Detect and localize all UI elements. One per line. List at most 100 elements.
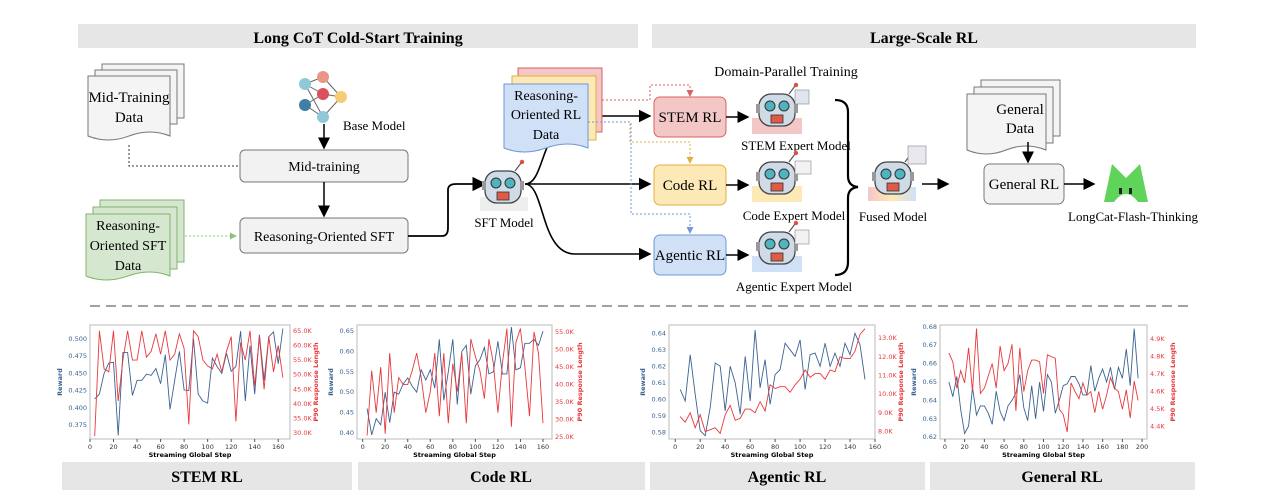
x-tick-label: 140 — [844, 443, 856, 451]
chart-1: 0 20 40 60 80 100 120 140 160 0.40 0.45 0.50 0.55 0.6… — [327, 324, 584, 459]
rl-data-doc — [503, 67, 603, 153]
general-data-label-2: Data — [1006, 121, 1035, 137]
x-tick-label: 0 — [88, 443, 92, 451]
chart-3: 0 20 40 60 80 100 120 140 160 180 200 0.62 0.63 0.64 0… — [910, 323, 1177, 459]
y2-tick-label: 8.0K — [878, 428, 893, 436]
neural-network-icon — [299, 71, 347, 123]
panel-label-general: General RL — [1021, 469, 1102, 486]
y-tick-label: 0.66 — [923, 360, 937, 368]
x-tick-label: 100 — [469, 443, 481, 451]
mid-training-label: Mid-training — [288, 160, 360, 175]
x-tick-label: 160 — [537, 443, 549, 451]
reward-line — [948, 328, 1139, 435]
x-tick-label: 120 — [225, 443, 237, 451]
y-tick-label: 0.64 — [923, 396, 937, 404]
y2-tick-label: 11.0K — [878, 371, 897, 379]
rl-data-label-3: Data — [533, 128, 560, 143]
general-data-doc — [966, 79, 1061, 155]
y2-tick-label: 30.0K — [293, 429, 312, 437]
y-tick-label: 0.62 — [923, 433, 937, 441]
x-axis-label: Streaming Global Step — [731, 451, 814, 459]
panel-label-bar — [650, 462, 925, 490]
y2-axis-label: P90 Response Length — [897, 342, 905, 422]
x-tick-label: 120 — [1057, 443, 1069, 451]
x-tick-label: 20 — [109, 443, 117, 451]
x-tick-label: 160 — [869, 443, 881, 451]
panel-label-bar — [62, 462, 352, 490]
y-axis-label: Reward — [56, 368, 64, 396]
y2-axis-label: P90 Response Length — [1169, 342, 1177, 422]
y2-tick-label: 50.0K — [555, 346, 574, 354]
x-tick-label: 140 — [1077, 443, 1089, 451]
x-axis-label: Streaming Global Step — [149, 451, 232, 459]
y2-tick-label: 40.0K — [293, 400, 312, 408]
y2-tick-label: 60.0K — [293, 341, 312, 349]
stem-expert-label: STEM Expert Model — [741, 138, 851, 153]
x-tick-label: 40 — [404, 443, 412, 451]
reward-line — [94, 328, 284, 436]
panel-label-agentic: Agentic RL — [748, 469, 827, 486]
x-tick-label: 40 — [721, 443, 729, 451]
x-tick-label: 60 — [746, 443, 754, 451]
y-tick-label: 0.55 — [340, 368, 354, 376]
y2-tick-label: 4.5K — [1150, 405, 1165, 413]
y-tick-label: 0.425 — [68, 387, 87, 395]
x-tick-label: 0 — [673, 443, 677, 451]
x-tick-label: 100 — [201, 443, 213, 451]
sft-label: Reasoning-Oriented SFT — [254, 230, 395, 245]
x-tick-label: 120 — [492, 443, 504, 451]
merge-brace — [834, 98, 859, 277]
y-tick-label: 0.475 — [68, 352, 87, 360]
y2-tick-label: 13.0K — [878, 334, 897, 342]
y-tick-label: 0.450 — [68, 369, 87, 377]
x-tick-label: 100 — [794, 443, 806, 451]
agent-tools-icon — [794, 229, 810, 245]
y-tick-label: 0.50 — [340, 388, 354, 396]
sft-data-label-3: Data — [115, 259, 142, 274]
x-tick-label: 40 — [133, 443, 141, 451]
x-tick-label: 120 — [819, 443, 831, 451]
reward-line — [679, 329, 866, 437]
y2-tick-label: 35.0K — [293, 415, 312, 423]
x-tick-label: 40 — [980, 443, 988, 451]
header-left: Long CoT Cold-Start Training — [253, 30, 462, 47]
x-tick-label: 80 — [449, 443, 457, 451]
header-right-bar — [652, 24, 1196, 48]
header-right: Large-Scale RL — [870, 30, 978, 47]
calculator-icon — [794, 89, 810, 105]
tools-icon — [907, 145, 927, 165]
panel-label-bar — [358, 462, 645, 490]
general-data-label-1: General — [996, 102, 1043, 118]
response-length-line — [948, 328, 1139, 433]
base-model-label: Base Model — [343, 118, 406, 133]
y2-tick-label: 4.4K — [1150, 423, 1165, 431]
y2-tick-label: 55.0K — [293, 356, 312, 364]
x-tick-label: 80 — [1020, 443, 1028, 451]
chart-2: 0 20 40 60 80 100 120 140 160 0.58 0.59 0.60 0.61 0.6… — [639, 324, 905, 459]
y2-tick-label: 12.0K — [878, 353, 897, 361]
mid-training-data-label-2: Data — [115, 110, 144, 126]
chart-0: 0 20 40 60 80 100 120 140 160 0.375 0.400 0.425 0.45… — [56, 324, 320, 459]
final-model-label: LongCat-Flash-Thinking — [1068, 209, 1198, 224]
x-tick-label: 60 — [426, 443, 434, 451]
y-tick-label: 0.60 — [652, 395, 666, 403]
rl-data-label-2: Oriented RL — [511, 108, 581, 123]
x-tick-label: 160 — [272, 443, 284, 451]
y2-tick-label: 9.0K — [878, 409, 893, 417]
y-tick-label: 0.65 — [923, 378, 937, 386]
y-tick-label: 0.500 — [68, 335, 87, 343]
rl-data-label-1: Reasoning- — [514, 89, 578, 104]
y2-tick-label: 50.0K — [293, 371, 312, 379]
response-length-line — [94, 329, 284, 437]
y-tick-label: 0.67 — [923, 341, 937, 349]
x-tick-label: 180 — [1116, 443, 1128, 451]
x-tick-label: 20 — [961, 443, 969, 451]
y2-axis-label: P90 Response Length — [576, 342, 584, 422]
sft-data-doc — [85, 199, 185, 281]
y-tick-label: 0.68 — [923, 323, 937, 331]
y2-tick-label: 55.0K — [555, 328, 574, 336]
y2-tick-label: 30.0K — [555, 416, 574, 424]
x-tick-label: 100 — [1037, 443, 1049, 451]
y-tick-label: 0.65 — [340, 327, 354, 335]
